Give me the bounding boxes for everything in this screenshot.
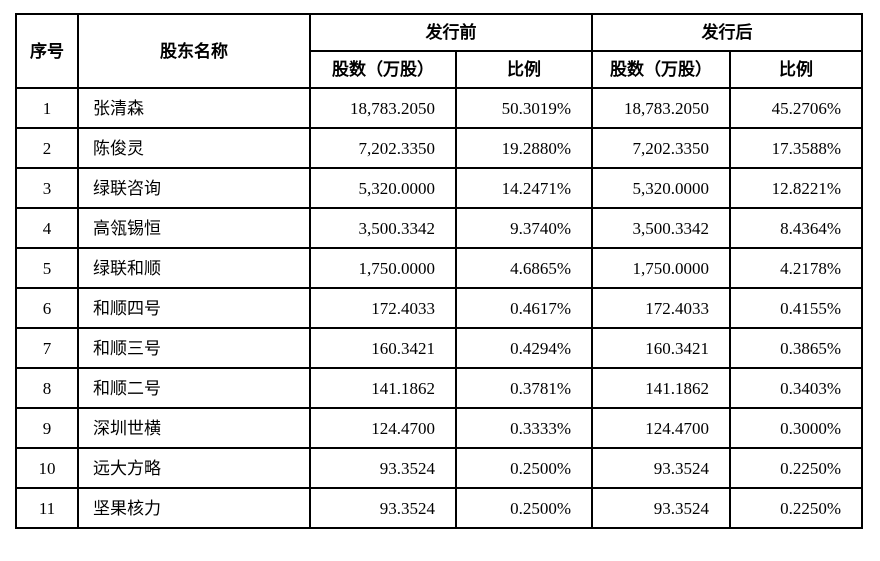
cell-post-ratio: 8.4364%	[729, 207, 863, 249]
cell-post-shares: 124.4700	[591, 407, 731, 449]
cell-index: 1	[15, 87, 79, 129]
cell-post-shares: 7,202.3350	[591, 127, 731, 169]
table-row: 7 和顺三号 160.3421 0.4294% 160.3421 0.3865%	[15, 327, 863, 369]
cell-pre-shares: 172.4033	[309, 287, 457, 329]
cell-shareholder-name: 绿联和顺	[77, 247, 311, 289]
table-row: 4 高瓴锡恒 3,500.3342 9.3740% 3,500.3342 8.4364%	[15, 207, 863, 249]
cell-pre-ratio: 0.4294%	[455, 327, 593, 369]
table-row: 10 远大方略 93.3524 0.2500% 93.3524 0.2250%	[15, 447, 863, 489]
header-group-pre-issue: 发行前	[309, 13, 593, 52]
cell-pre-ratio: 0.3333%	[455, 407, 593, 449]
cell-index: 11	[15, 487, 79, 529]
table-row: 5 绿联和顺 1,750.0000 4.6865% 1,750.0000 4.2178%	[15, 247, 863, 289]
cell-shareholder-name: 远大方略	[77, 447, 311, 489]
cell-pre-shares: 1,750.0000	[309, 247, 457, 289]
cell-pre-shares: 18,783.2050	[309, 87, 457, 129]
cell-pre-shares: 124.4700	[309, 407, 457, 449]
cell-post-shares: 93.3524	[591, 487, 731, 529]
shareholder-table-body: 1 张清森 18,783.2050 50.3019% 18,783.2050 45.270…	[15, 87, 863, 529]
cell-pre-ratio: 19.2880%	[455, 127, 593, 169]
cell-post-ratio: 0.3000%	[729, 407, 863, 449]
table-row: 9 深圳世横 124.4700 0.3333% 124.4700 0.3000%	[15, 407, 863, 449]
header-row-groups: 序号 股东名称 发行前 发行后	[15, 13, 863, 89]
cell-post-shares: 5,320.0000	[591, 167, 731, 209]
cell-post-shares: 141.1862	[591, 367, 731, 409]
cell-post-ratio: 0.2250%	[729, 487, 863, 529]
cell-shareholder-name: 绿联咨询	[77, 167, 311, 209]
cell-post-shares: 18,783.2050	[591, 87, 731, 129]
cell-post-shares: 172.4033	[591, 287, 731, 329]
cell-index: 6	[15, 287, 79, 329]
cell-post-ratio: 0.3865%	[729, 327, 863, 369]
cell-index: 10	[15, 447, 79, 489]
table-header: 序号 股东名称 发行前 发行后 股数（万股） 比例 股数（万股） 比例	[15, 13, 863, 89]
cell-pre-shares: 141.1862	[309, 367, 457, 409]
cell-pre-ratio: 9.3740%	[455, 207, 593, 249]
cell-pre-shares: 93.3524	[309, 447, 457, 489]
cell-pre-ratio: 0.4617%	[455, 287, 593, 329]
cell-index: 2	[15, 127, 79, 169]
cell-shareholder-name: 和顺三号	[77, 327, 311, 369]
header-post-shares: 股数（万股）	[591, 50, 731, 89]
cell-post-ratio: 12.8221%	[729, 167, 863, 209]
cell-pre-shares: 160.3421	[309, 327, 457, 369]
header-row-subcolumns: 股数（万股） 比例 股数（万股） 比例	[16, 50, 863, 89]
table-row: 1 张清森 18,783.2050 50.3019% 18,783.2050 45.270…	[15, 87, 863, 129]
table-row: 6 和顺四号 172.4033 0.4617% 172.4033 0.4155%	[15, 287, 863, 329]
table-row: 11 坚果核力 93.3524 0.2500% 93.3524 0.2250%	[15, 487, 863, 529]
cell-shareholder-name: 和顺四号	[77, 287, 311, 329]
cell-index: 3	[15, 167, 79, 209]
cell-pre-ratio: 0.2500%	[455, 487, 593, 529]
cell-pre-ratio: 0.3781%	[455, 367, 593, 409]
cell-shareholder-name: 深圳世横	[77, 407, 311, 449]
cell-post-ratio: 0.4155%	[729, 287, 863, 329]
cell-pre-shares: 3,500.3342	[309, 207, 457, 249]
cell-post-ratio: 0.3403%	[729, 367, 863, 409]
cell-post-shares: 1,750.0000	[591, 247, 731, 289]
cell-shareholder-name: 张清森	[77, 87, 311, 129]
header-post-ratio: 比例	[729, 50, 863, 89]
cell-shareholder-name: 高瓴锡恒	[77, 207, 311, 249]
table-row: 8 和顺二号 141.1862 0.3781% 141.1862 0.3403%	[15, 367, 863, 409]
document-page: 序号 股东名称 发行前 发行后 股数（万股） 比例 股数（万股） 比例 1 张清森…	[15, 13, 863, 529]
cell-post-shares: 3,500.3342	[591, 207, 731, 249]
header-pre-ratio: 比例	[455, 50, 593, 89]
cell-pre-shares: 5,320.0000	[309, 167, 457, 209]
table-row: 3 绿联咨询 5,320.0000 14.2471% 5,320.0000 12.8221…	[15, 167, 863, 209]
cell-post-ratio: 4.2178%	[729, 247, 863, 289]
table-row: 2 陈俊灵 7,202.3350 19.2880% 7,202.3350 17.3588%	[15, 127, 863, 169]
cell-shareholder-name: 坚果核力	[77, 487, 311, 529]
cell-shareholder-name: 陈俊灵	[77, 127, 311, 169]
cell-index: 7	[15, 327, 79, 369]
cell-pre-ratio: 0.2500%	[455, 447, 593, 489]
cell-shareholder-name: 和顺二号	[77, 367, 311, 409]
cell-index: 4	[15, 207, 79, 249]
cell-post-shares: 93.3524	[591, 447, 731, 489]
header-index: 序号	[15, 13, 79, 89]
cell-pre-ratio: 4.6865%	[455, 247, 593, 289]
cell-post-ratio: 0.2250%	[729, 447, 863, 489]
header-group-post-issue: 发行后	[591, 13, 863, 52]
cell-pre-shares: 7,202.3350	[309, 127, 457, 169]
cell-post-ratio: 17.3588%	[729, 127, 863, 169]
header-shareholder-name: 股东名称	[77, 13, 311, 89]
cell-index: 9	[15, 407, 79, 449]
cell-pre-ratio: 50.3019%	[455, 87, 593, 129]
cell-pre-ratio: 14.2471%	[455, 167, 593, 209]
cell-post-shares: 160.3421	[591, 327, 731, 369]
cell-index: 5	[15, 247, 79, 289]
header-pre-shares: 股数（万股）	[309, 50, 457, 89]
shareholder-table: 序号 股东名称 发行前 发行后 股数（万股） 比例 股数（万股） 比例 1 张清森…	[15, 13, 863, 529]
cell-pre-shares: 93.3524	[309, 487, 457, 529]
cell-post-ratio: 45.2706%	[729, 87, 863, 129]
cell-index: 8	[15, 367, 79, 409]
